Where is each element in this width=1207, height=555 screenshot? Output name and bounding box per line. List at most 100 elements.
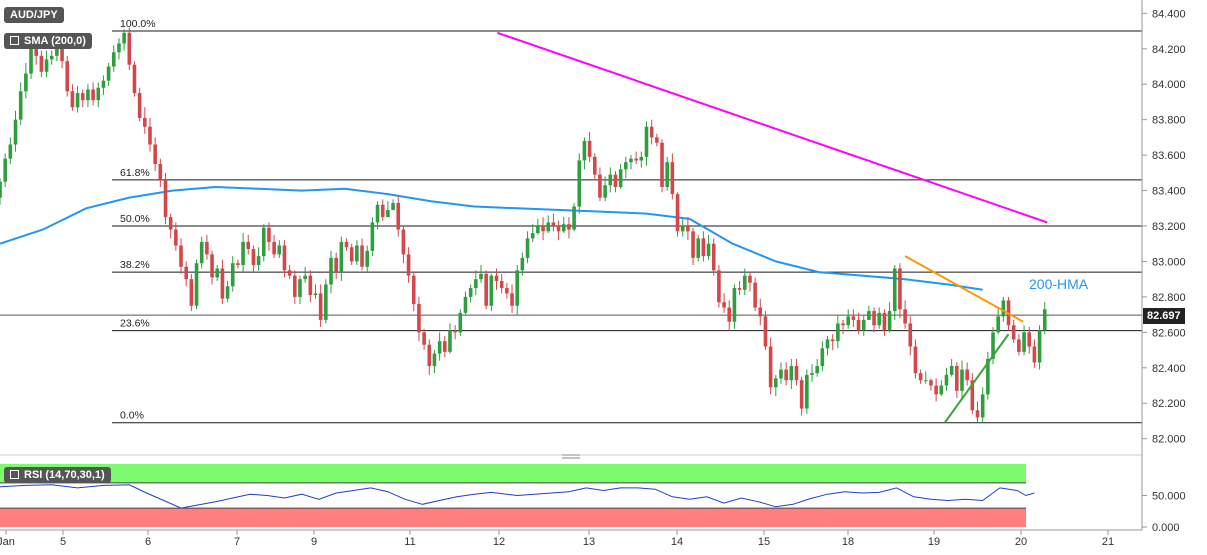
candle-body bbox=[18, 91, 23, 120]
candle-body bbox=[722, 302, 726, 308]
candle bbox=[986, 351, 990, 400]
candle-body bbox=[944, 374, 949, 386]
candle bbox=[799, 376, 804, 416]
candle bbox=[334, 252, 338, 280]
candle-body bbox=[29, 43, 33, 74]
candle-body bbox=[820, 348, 825, 367]
candle-body bbox=[779, 369, 783, 379]
candle bbox=[742, 268, 747, 296]
candle-body bbox=[505, 288, 509, 294]
candle-body bbox=[380, 204, 385, 218]
candle-body bbox=[587, 140, 592, 157]
candle bbox=[132, 61, 137, 97]
candle bbox=[960, 360, 964, 398]
candle bbox=[779, 362, 783, 384]
candle-body bbox=[463, 296, 468, 313]
candle bbox=[541, 217, 545, 241]
candle-body bbox=[1027, 332, 1032, 347]
candle bbox=[411, 272, 416, 312]
candle-body bbox=[525, 238, 530, 258]
symbol-tag[interactable]: AUD/JPY bbox=[4, 7, 64, 23]
x-tick-label: 7 bbox=[234, 536, 240, 548]
candle-body bbox=[241, 241, 245, 265]
candle bbox=[194, 259, 199, 310]
close-icon[interactable] bbox=[10, 470, 19, 479]
candle-body bbox=[975, 410, 980, 418]
fib-level-label: 23.6% bbox=[120, 318, 150, 330]
candle bbox=[727, 300, 732, 331]
candle bbox=[365, 245, 370, 273]
candle bbox=[546, 215, 551, 234]
candle bbox=[598, 167, 602, 202]
candle bbox=[717, 264, 721, 308]
candle-body bbox=[122, 32, 126, 44]
candle-body bbox=[980, 394, 985, 418]
candle bbox=[293, 270, 297, 304]
candle-body bbox=[929, 380, 933, 386]
candle bbox=[65, 55, 70, 97]
candle-body bbox=[520, 257, 525, 271]
candle bbox=[80, 89, 85, 108]
candle bbox=[453, 325, 457, 340]
candle-body bbox=[825, 339, 830, 349]
candle bbox=[298, 275, 302, 304]
candle-body bbox=[789, 366, 794, 381]
candle bbox=[675, 192, 680, 237]
candle-body bbox=[55, 46, 59, 56]
candle-body bbox=[236, 263, 240, 265]
candle-body bbox=[753, 282, 757, 308]
candle-body bbox=[101, 80, 106, 88]
rsi-indicator-tag[interactable]: RSI (14,70,30,1) bbox=[4, 467, 111, 483]
candle bbox=[520, 252, 525, 276]
candle-body bbox=[515, 270, 519, 306]
candle bbox=[272, 234, 276, 258]
candle-body bbox=[691, 231, 695, 258]
candle bbox=[815, 358, 819, 377]
candle-body bbox=[670, 162, 675, 195]
fib-level-label: 38.2% bbox=[120, 259, 150, 271]
candle bbox=[179, 238, 183, 274]
candle-body bbox=[494, 275, 499, 281]
candle bbox=[339, 236, 344, 281]
candle bbox=[355, 240, 359, 265]
candle-body bbox=[830, 339, 835, 342]
x-tick-label: 14 bbox=[671, 536, 683, 548]
sma-indicator-tag[interactable]: SMA (200,0) bbox=[4, 33, 92, 49]
candle bbox=[205, 234, 209, 260]
candle bbox=[784, 362, 788, 386]
candle-body bbox=[680, 226, 685, 232]
candle bbox=[127, 27, 132, 71]
candle-body bbox=[644, 126, 649, 157]
candle-body bbox=[923, 380, 928, 382]
candle bbox=[582, 137, 587, 170]
candle-body bbox=[598, 174, 602, 198]
y-tick-label: 84.000 bbox=[1152, 79, 1186, 91]
candle bbox=[432, 350, 437, 374]
y-tick-label: 82.600 bbox=[1152, 327, 1186, 339]
close-icon[interactable] bbox=[10, 36, 19, 45]
x-tick-label: 12 bbox=[493, 536, 505, 548]
candle bbox=[918, 369, 923, 384]
candle-body bbox=[960, 369, 964, 391]
candle-body bbox=[111, 52, 116, 67]
candle bbox=[872, 307, 876, 333]
candles bbox=[0, 27, 1047, 423]
candle bbox=[225, 280, 230, 303]
candle bbox=[215, 264, 220, 281]
candle bbox=[624, 156, 628, 179]
y-tick-label: 83.000 bbox=[1152, 256, 1186, 268]
candle bbox=[991, 327, 995, 365]
candle-body bbox=[349, 247, 354, 262]
candle-body bbox=[148, 126, 152, 145]
pane-resize-handle-icon[interactable] bbox=[562, 454, 580, 459]
candle bbox=[665, 156, 669, 191]
candle-body bbox=[117, 43, 121, 53]
candle-body bbox=[949, 366, 954, 375]
candle-body bbox=[846, 316, 851, 326]
candle bbox=[618, 163, 623, 189]
candle bbox=[892, 264, 897, 320]
candle bbox=[184, 261, 188, 287]
candle bbox=[261, 224, 266, 262]
candle bbox=[748, 272, 752, 292]
candle-body bbox=[199, 241, 204, 264]
